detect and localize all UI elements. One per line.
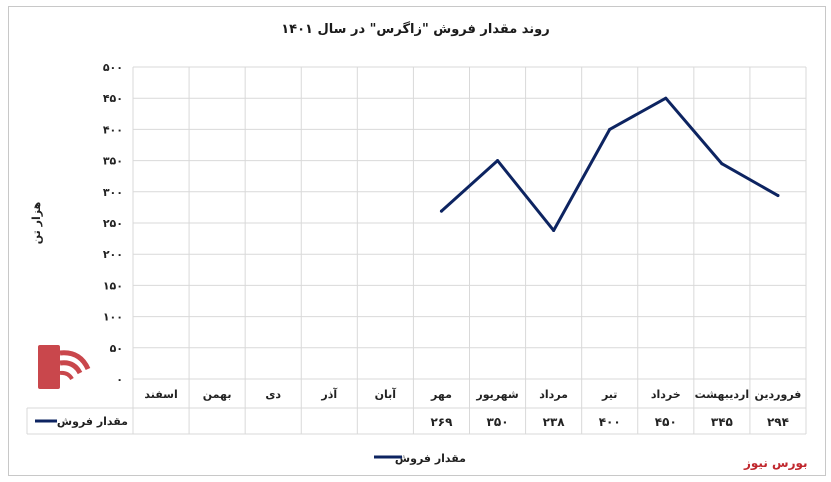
y-tick-label: ۴۰۰ [103, 123, 123, 136]
series-line [439, 96, 780, 232]
legend-label: مقدار فروش [395, 452, 466, 465]
y-tick-label: ۱۰۰ [103, 311, 123, 324]
brand-logo [38, 345, 91, 389]
y-tick-label: ۲۵۰ [103, 217, 123, 230]
data-table: فروردین اردیبهشت خرداد تیر مرداد شهریور مهر آبا… [26, 387, 806, 435]
y-tick-label: ۰ [116, 373, 123, 386]
data-label: ۳۴۵ [711, 415, 733, 429]
data-point [776, 194, 780, 198]
x-category-label: آبان [375, 387, 397, 401]
data-point [552, 228, 556, 232]
table-series-name: مقدار فروش [57, 415, 128, 428]
legend: مقدار فروش [374, 452, 466, 465]
data-label: ۴۰۰ [599, 415, 621, 429]
data-label: ۳۵۰ [487, 415, 509, 429]
y-axis: ۰ ۵۰ ۱۰۰ ۱۵۰ ۲۰۰ ۲۵۰ ۳۰۰ ۳۵۰ ۴۰۰ ۴۵۰ ۵۰۰ هزار تن [30, 61, 123, 386]
watermark: بورس نیوز [744, 456, 808, 470]
chart-title: روند مقدار فروش "زاگرس" در سال ۱۴۰۱ [281, 22, 550, 37]
y-tick-label: ۳۵۰ [103, 155, 123, 168]
y-tick-label: ۴۵۰ [103, 92, 123, 105]
x-category-label: خرداد [651, 388, 681, 401]
grid-layer [132, 66, 807, 434]
x-category-label: شهریور [475, 388, 518, 401]
x-category-label: اردیبهشت [695, 388, 749, 401]
data-point [720, 162, 724, 166]
data-point [608, 127, 612, 131]
data-point [496, 159, 500, 163]
data-label: ۲۶۹ [430, 415, 453, 429]
x-category-label: مهر [430, 388, 452, 401]
data-label: ۴۵۰ [655, 415, 677, 429]
data-label: ۲۹۴ [767, 415, 789, 429]
y-tick-label: ۲۰۰ [103, 248, 123, 261]
x-category-label: فروردین [755, 388, 802, 401]
x-category-label: تیر [601, 388, 617, 401]
x-category-label: مرداد [539, 388, 568, 401]
x-category-label: دی [265, 388, 281, 401]
chart-frame [8, 6, 826, 476]
y-tick-label: ۳۰۰ [103, 186, 123, 199]
series-layer [439, 96, 780, 232]
data-point [664, 96, 668, 100]
y-axis-title: هزار تن [30, 202, 43, 244]
data-point [439, 209, 443, 213]
y-tick-label: ۵۰۰ [103, 61, 123, 74]
x-category-label: آذر [320, 387, 337, 401]
y-tick-label: ۵۰ [110, 342, 123, 355]
y-tick-label: ۱۵۰ [103, 279, 123, 292]
data-label: ۲۳۸ [543, 415, 566, 429]
x-category-label: بهمن [203, 388, 232, 401]
x-category-label: اسفند [144, 388, 177, 401]
